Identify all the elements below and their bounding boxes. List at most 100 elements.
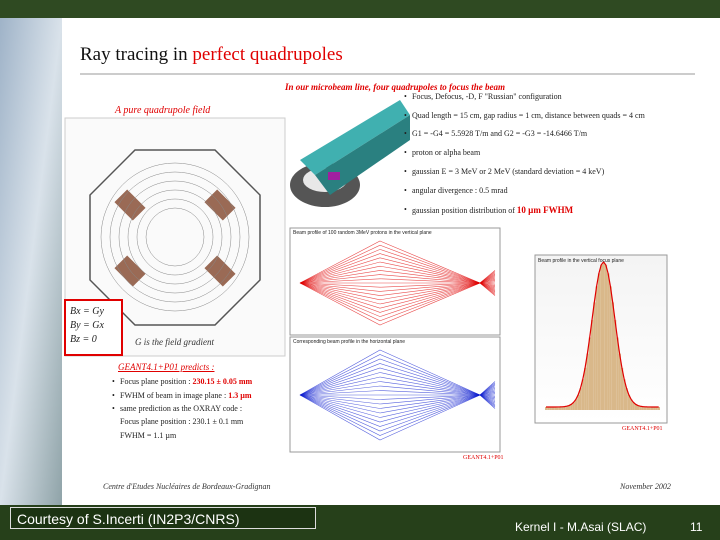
artwork-shape [299,274,496,286]
artwork-shape [299,367,496,404]
artwork-shape [299,392,496,405]
side-photo [0,18,62,506]
page-number: 11 [690,520,703,534]
artwork-shape [299,253,496,293]
artwork-shape [136,198,214,276]
setup-bullet: G1 = -G4 = 5.5928 T/m and G2 = -G3 = -14… [404,129,587,138]
artwork-shape [299,244,496,295]
artwork-shape [627,394,631,410]
artwork-shape [299,385,496,427]
artwork-shape [574,399,578,410]
artwork-shape [299,271,496,322]
artwork-shape [558,406,562,410]
artwork-shape [299,386,496,423]
date: November 2002 [620,482,671,491]
artwork-shape [588,337,591,410]
artwork-shape [607,273,610,410]
artwork-shape [620,367,624,410]
artwork-shape [299,390,496,409]
title-plain: Ray tracing in [80,44,193,65]
equation: Bz = 0 [70,334,97,345]
artwork-shape [556,406,559,410]
artwork-shape [109,171,241,303]
artwork-shape [563,406,566,410]
artwork-shape [118,180,232,294]
setup-bullet: gaussian position distribution of 10 µm … [404,205,574,215]
prediction-plain: FWHM of beam in image plane : [120,390,229,400]
artwork-shape [641,406,644,410]
artwork-shape [545,406,548,410]
artwork-shape [568,405,571,410]
setup-bullet: Focus, Defocus, -D, F "Russian" configur… [404,92,562,101]
artwork-shape [609,286,612,410]
title: Ray tracing in perfect quadrupoles [80,44,343,66]
yoke [89,149,261,326]
artwork-shape [634,404,637,410]
bullet-plain: gaussian position distribution of [412,206,517,215]
artwork-shape [554,406,557,410]
setup-bullet: gaussian E = 3 MeV or 2 MeV (standard de… [404,167,604,176]
setup-bullet: Quad length = 15 cm, gap radius = 1 cm, … [404,111,645,120]
artwork-shape [299,381,496,400]
institute: Centre d'Etudes Nucléaires de Bordeaux-G… [103,482,271,491]
bullet-highlight: 10 µm FWHM [516,205,574,215]
prediction-heading: GEANT4.1+P01 predicts : [118,362,215,372]
equation-box [64,299,123,356]
artwork-shape [299,275,496,309]
artwork-shape [299,281,496,288]
artwork-shape [547,406,550,410]
artwork-shape [602,262,605,410]
artwork-shape [630,399,633,410]
artwork-shape [299,387,496,418]
artwork-shape [579,388,582,410]
artwork-shape [593,302,596,410]
artwork-shape [581,379,585,410]
plot-title: Beam profile in the vertical focus plane [538,258,624,264]
artwork-shape [299,278,496,285]
plot-title: Corresponding beam profile in the horizo… [293,339,406,345]
artwork-shape [100,162,250,312]
histogram-bars [545,261,660,410]
artwork-shape [648,406,651,410]
quad-3d [290,100,410,207]
ray-fans [299,240,496,441]
artwork-shape [623,379,626,410]
artwork-shape [584,367,587,410]
artwork-shape [565,406,568,410]
artwork-shape [299,249,496,294]
top-bar [0,0,720,18]
equation: Bx = Gy [70,306,104,317]
artwork-shape [299,390,496,397]
artwork-shape [586,353,589,410]
artwork-shape [299,270,496,288]
artwork-shape [299,358,496,407]
artwork-shape [653,406,656,410]
artwork-shape [145,207,205,267]
artwork-shape [646,406,649,410]
artwork-shape [637,405,640,410]
artwork-shape [299,273,496,313]
artwork-shape [604,264,608,410]
artwork-shape [577,394,580,410]
artwork-shape [299,272,496,317]
artwork-shape [114,189,146,221]
plot-credit: GEANT4.1+P01 [622,426,663,432]
plot-title: Beam profile of 100 random 3MeV protons … [293,230,432,236]
artwork-shape [299,376,496,401]
artwork-shape [299,393,496,400]
artwork-shape [299,354,496,408]
artwork-shape [299,385,496,398]
artwork-shape [299,349,496,409]
artwork-shape [570,404,573,410]
artwork-shape [549,406,552,410]
artwork-shape [299,389,496,414]
artwork-shape [299,278,496,296]
artwork-shape [299,363,496,405]
artwork-shape [299,240,496,296]
intro: In our microbeam line, four quadrupoles … [285,82,506,92]
poles [100,162,250,312]
artwork-shape [299,261,496,290]
artwork-shape [299,280,496,292]
